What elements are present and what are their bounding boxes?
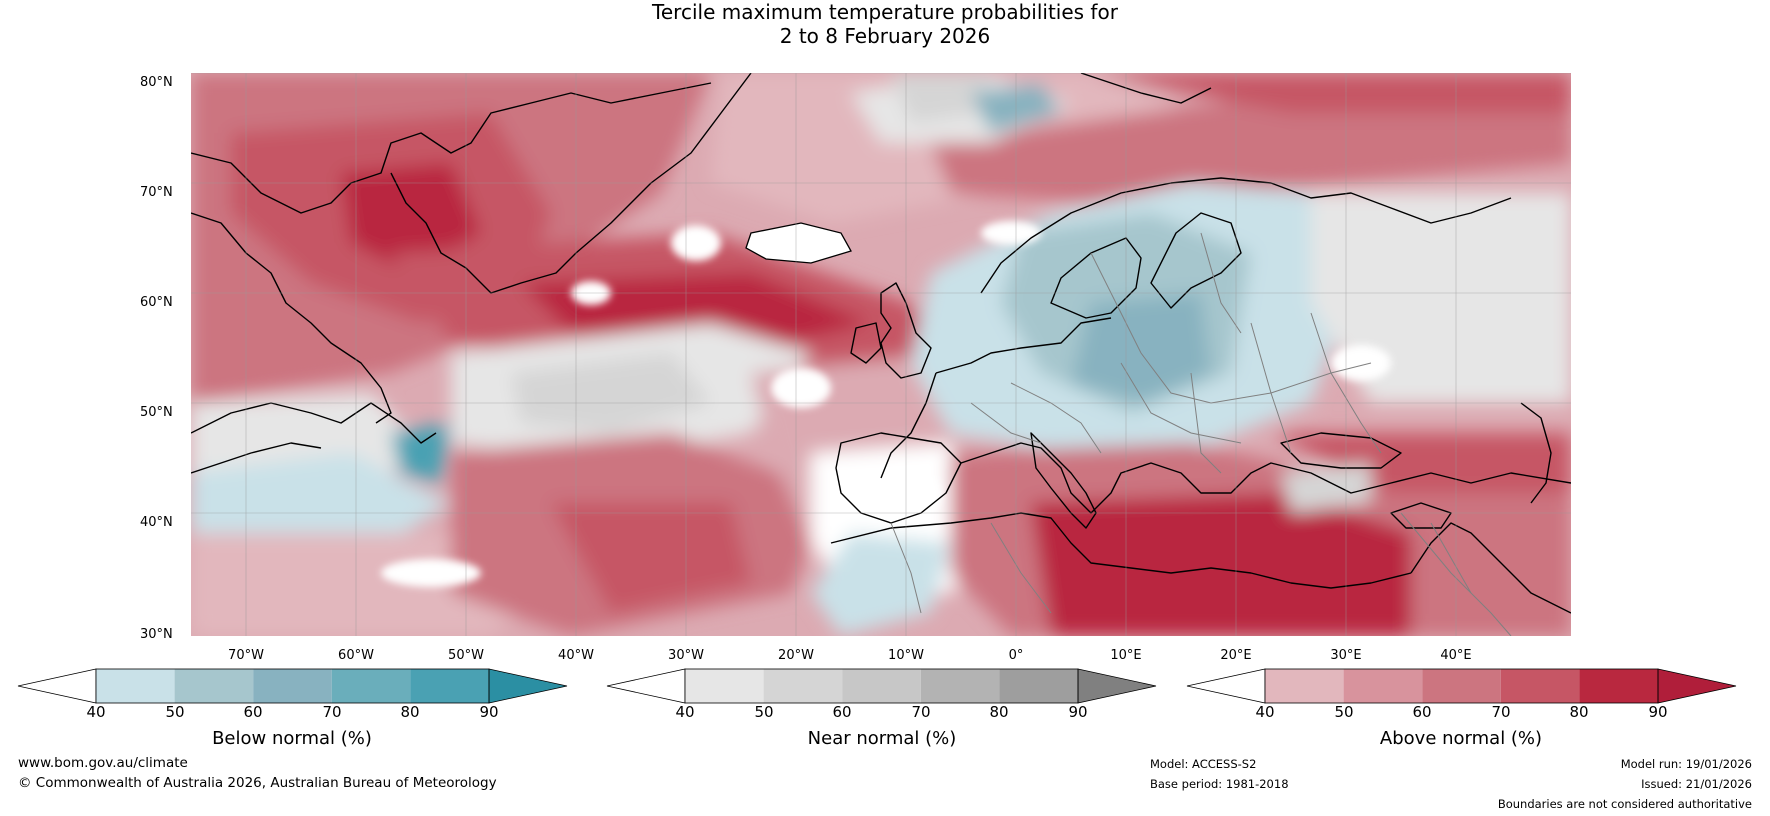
lon-label-40w: 40°W: [558, 648, 594, 663]
lat-label-70n: 70°N: [140, 185, 173, 200]
country-borders: [890, 232, 1512, 636]
cbar-above-segment-70-80: [1500, 669, 1580, 703]
cbar-near-tick-80: 80: [989, 703, 1009, 721]
cbar-below-tick-60: 60: [243, 703, 263, 721]
lon-label-10w: 10°W: [888, 648, 924, 663]
cbar-above-tick-50: 50: [1334, 703, 1354, 721]
lon-label-20w: 20°W: [778, 648, 814, 663]
cbar-near-segment-80-90: [999, 669, 1078, 703]
lon-label-40e: 40°E: [1440, 648, 1472, 663]
cbar-below-tick-80: 80: [400, 703, 420, 721]
cbar-above-lower-extension: [1186, 668, 1266, 704]
cbar-above-tick-70: 70: [1491, 703, 1511, 721]
cbar-near-upper-extension: [1077, 668, 1157, 704]
cbar-above-segment-40-50: [1265, 669, 1344, 703]
lon-label-50w: 50°W: [448, 648, 484, 663]
cbar-near-tick-90: 90: [1068, 703, 1088, 721]
lon-label-10e: 10°E: [1110, 648, 1142, 663]
issued-date: Issued: 21/01/2026: [1641, 777, 1752, 791]
map-title: Tercile maximum temperature probabilitie…: [0, 0, 1770, 48]
cbar-near-lower-extension: [606, 668, 686, 704]
cbar-below-tick-50: 50: [165, 703, 185, 721]
cbar-near-tick-50: 50: [754, 703, 774, 721]
boundary-disclaimer: Boundaries are not considered authoritat…: [1497, 797, 1752, 811]
lat-label-60n: 60°N: [140, 295, 173, 310]
lat-label-30n: 30°N: [140, 627, 173, 642]
cbar-above-segment-50-60: [1343, 669, 1423, 703]
colorbar-label-near-normal: Near normal (%): [807, 728, 957, 749]
cbar-below-tick-90: 90: [479, 703, 499, 721]
colorbar-near-normal: [606, 668, 1157, 704]
lon-label-30w: 30°W: [668, 648, 704, 663]
cbar-near-segment-50-60: [763, 669, 843, 703]
cbar-below-segment-70-80: [331, 669, 411, 703]
cbar-near-tick-40: 40: [675, 703, 695, 721]
low-signal-patches: [381, 221, 1391, 587]
colorbar-label-above-normal: Above normal (%): [1379, 728, 1543, 749]
lat-label-40n: 40°N: [140, 515, 173, 530]
graticule: [191, 73, 1571, 636]
iceland-outline: [745, 222, 852, 264]
lon-label-0: 0°: [1008, 648, 1024, 663]
lon-label-20e: 20°E: [1220, 648, 1252, 663]
cbar-near-tick-70: 70: [911, 703, 931, 721]
cbar-below-segment-40-50: [96, 669, 175, 703]
cbar-near-segment-60-70: [842, 669, 921, 703]
cbar-above-frame: [1264, 668, 1659, 704]
colorbars: [17, 668, 1737, 704]
colorbar-label-below-normal: Below normal (%): [212, 728, 372, 749]
cbar-above-tick-40: 40: [1255, 703, 1275, 721]
lon-label-30e: 30°E: [1330, 648, 1362, 663]
cbar-near-segment-40-50: [685, 669, 764, 703]
cbar-below-tick-70: 70: [322, 703, 342, 721]
cbar-below-frame: [95, 668, 490, 704]
cbar-below-segment-60-70: [253, 669, 332, 703]
cbar-near-segment-70-80: [920, 669, 1000, 703]
website-link[interactable]: www.bom.gov.au/climate: [18, 755, 188, 771]
colorbar-below-normal: [17, 668, 568, 704]
probability-map: [191, 73, 1571, 636]
cbar-below-segment-80-90: [410, 669, 489, 703]
lon-label-60w: 60°W: [338, 648, 374, 663]
lat-label-80n: 80°N: [140, 75, 173, 90]
base-period: Base period: 1981-2018: [1150, 777, 1289, 791]
cbar-above-tick-80: 80: [1569, 703, 1589, 721]
cbar-above-upper-extension: [1657, 668, 1737, 704]
cbar-near-tick-60: 60: [832, 703, 852, 721]
cbar-below-upper-extension: [488, 668, 568, 704]
cbar-below-tick-40: 40: [86, 703, 106, 721]
title-line-2: 2 to 8 February 2026: [779, 24, 991, 48]
cbar-below-segment-50-60: [174, 669, 254, 703]
lat-label-50n: 50°N: [140, 405, 173, 420]
copyright-notice: © Commonwealth of Australia 2026, Austra…: [18, 775, 497, 791]
cbar-near-frame: [684, 668, 1079, 704]
title-line-1: Tercile maximum temperature probabilitie…: [652, 0, 1118, 24]
cbar-above-segment-80-90: [1579, 669, 1658, 703]
model-run-date: Model run: 19/01/2026: [1620, 757, 1752, 771]
cbar-above-segment-60-70: [1422, 669, 1501, 703]
cbar-below-lower-extension: [17, 668, 97, 704]
cbar-above-tick-60: 60: [1412, 703, 1432, 721]
lon-label-70w: 70°W: [228, 648, 264, 663]
model-name: Model: ACCESS-S2: [1150, 757, 1257, 771]
cbar-above-tick-90: 90: [1648, 703, 1668, 721]
coastlines: [191, 73, 1571, 614]
colorbar-above-normal: [1186, 668, 1737, 704]
